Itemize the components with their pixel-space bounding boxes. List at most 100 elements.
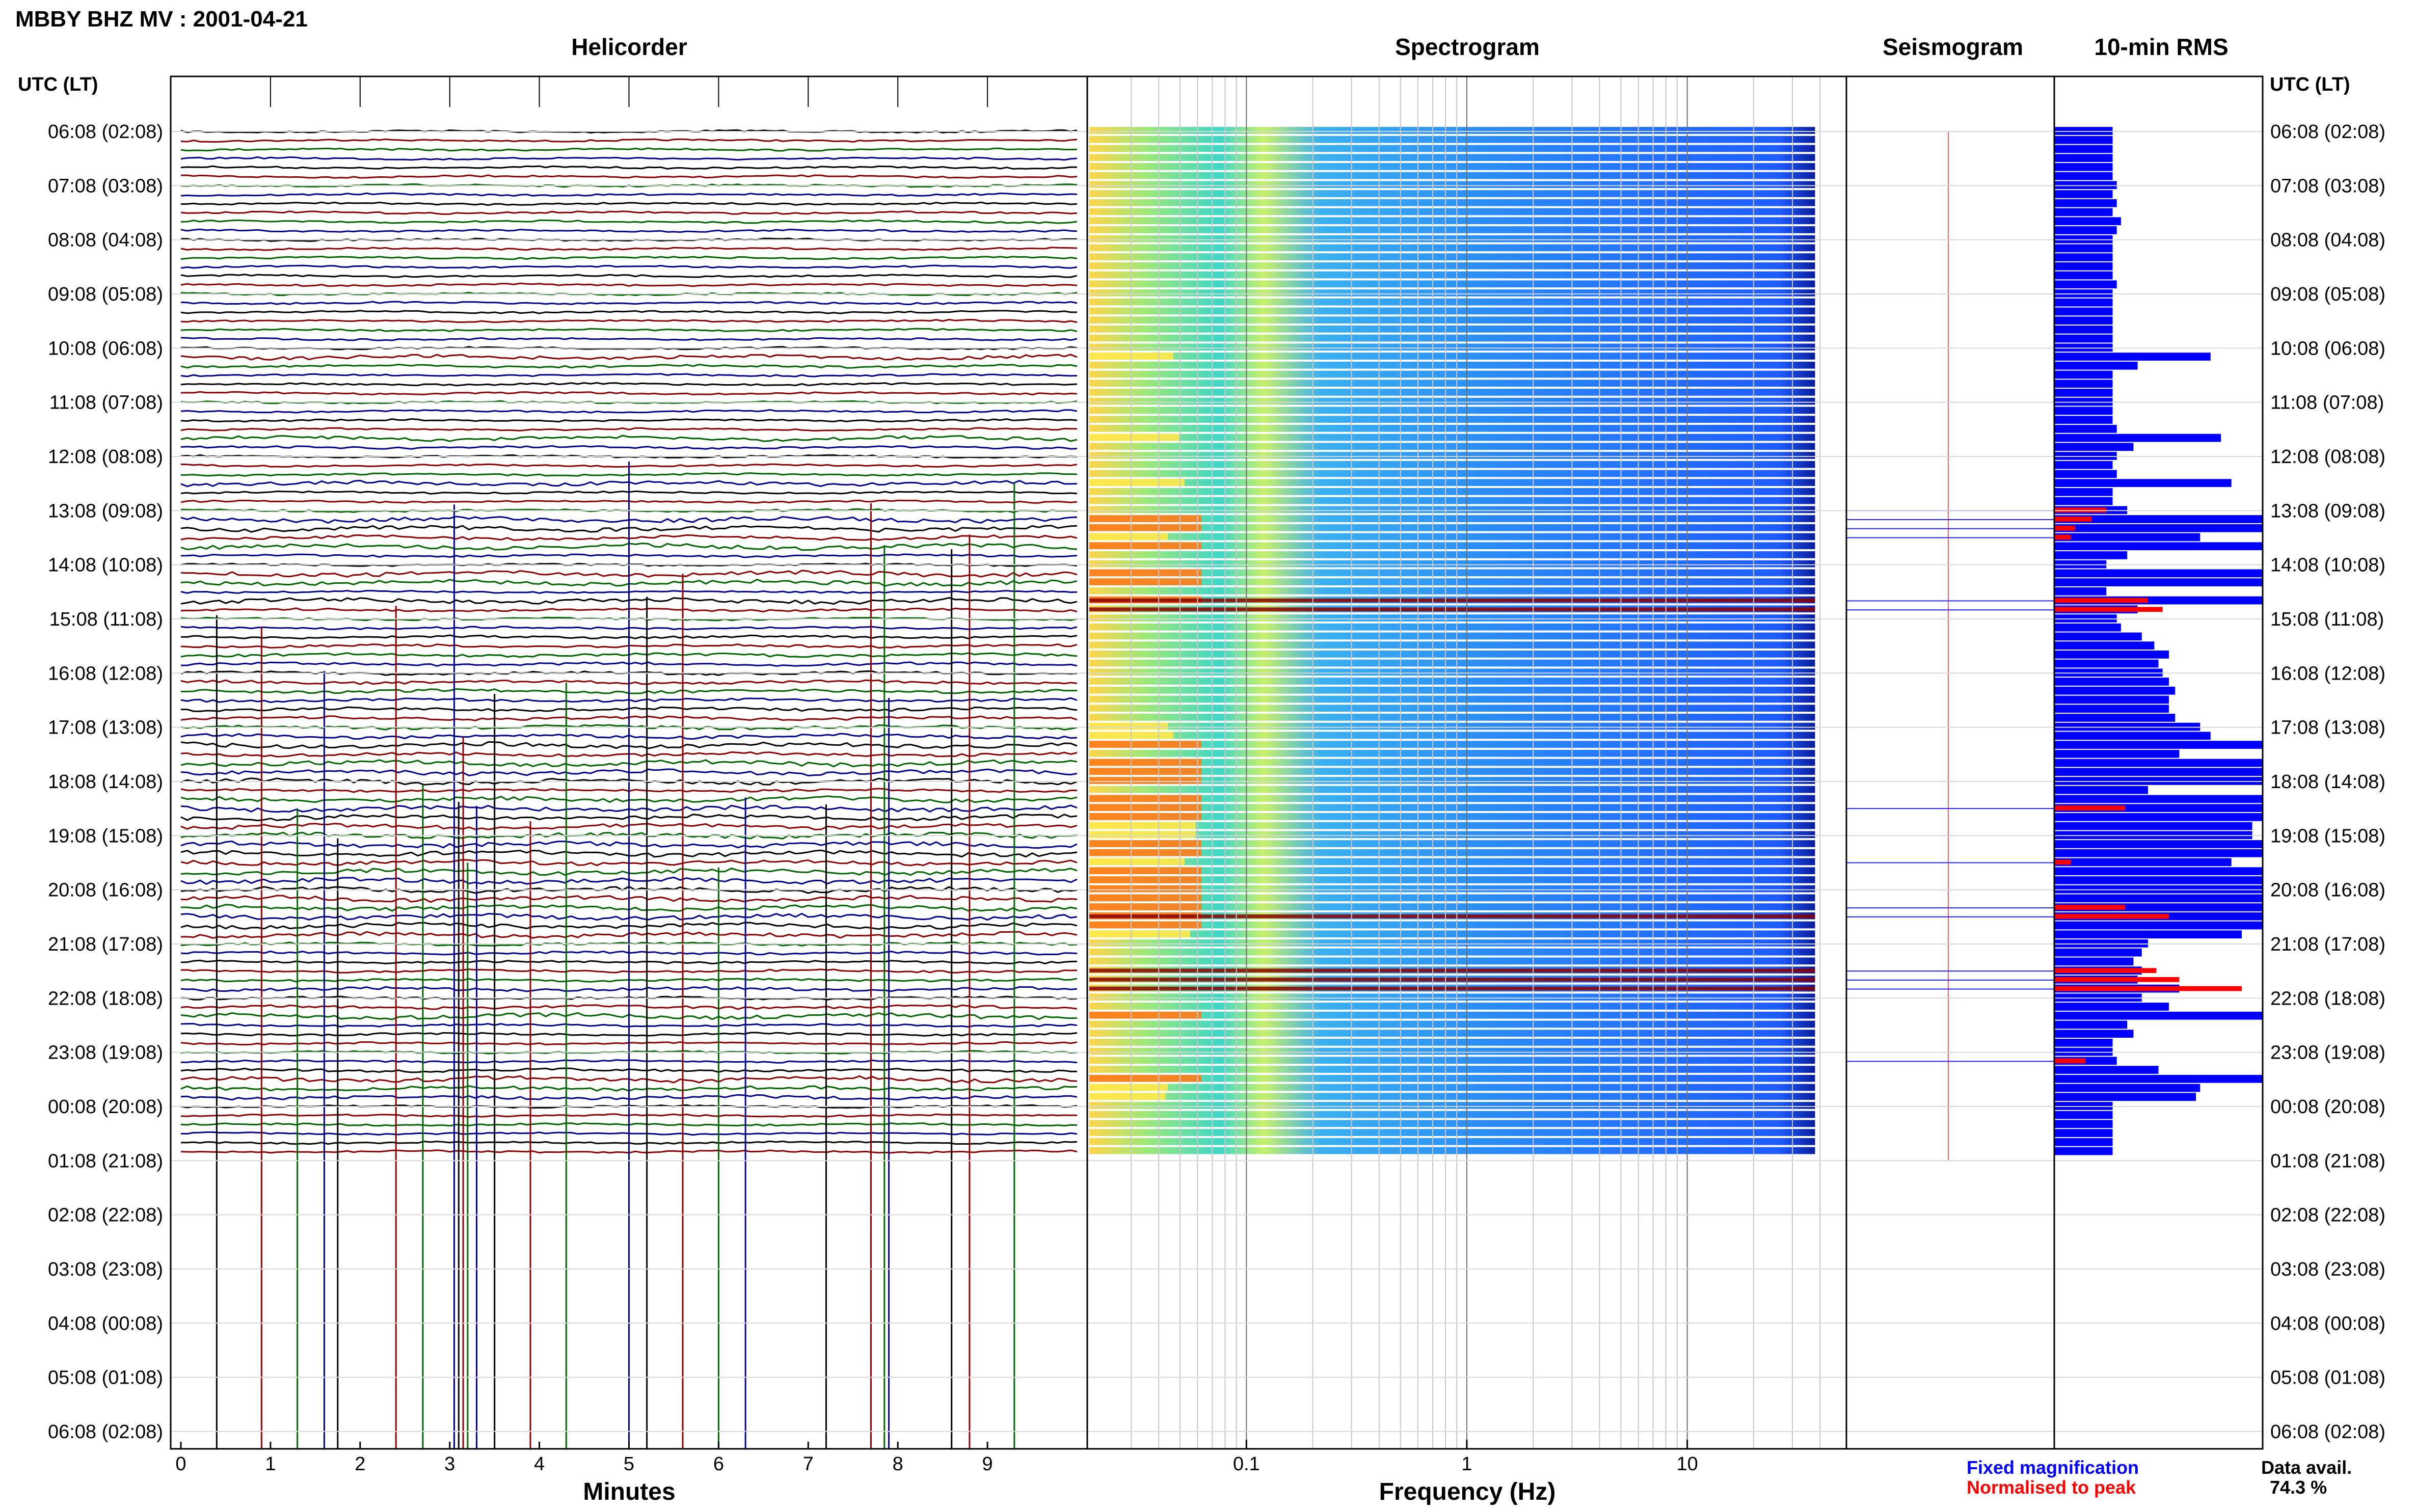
time-tick-left: 15:08 (11:08) (49, 609, 163, 630)
spectrogram-row (1089, 226, 1815, 233)
rms-bar-fixed (2054, 533, 2201, 542)
rms-bar-fixed (2054, 370, 2113, 379)
spectrogram-lowfreq-energy (1089, 777, 1201, 784)
spectrogram-row (1089, 452, 1815, 459)
rms-bar-fixed (2054, 623, 2121, 632)
spectrogram-row (1089, 271, 1815, 279)
spectrogram-row (1089, 1039, 1815, 1046)
rms-bar-fixed (2054, 749, 2180, 758)
spectrogram-lowfreq-energy (1089, 1011, 1201, 1019)
spectrogram-lowfreq-energy (1089, 795, 1201, 802)
spectrogram-row (1089, 434, 1815, 441)
spectrogram-row (1089, 190, 1815, 197)
spectrogram-row (1089, 1020, 1815, 1028)
rms-bar-fixed (2054, 641, 2155, 650)
seismogram-panel (1846, 131, 2054, 1161)
time-tick-right: 02:08 (22:08) (2270, 1205, 2385, 1226)
helicorder-trace (180, 418, 1078, 423)
seismogram-panel-title: Seismogram (1883, 34, 2023, 60)
time-tick-left: 13:08 (09:08) (48, 500, 163, 522)
time-tick-right: 10:08 (06:08) (2270, 338, 2385, 359)
time-tick-left: 12:08 (08:08) (48, 446, 163, 468)
spectrogram-row (1089, 235, 1815, 242)
spectrogram-row (1089, 831, 1815, 839)
spectrogram-lowfreq-energy (1089, 768, 1201, 775)
rms-bar-fixed (2054, 714, 2176, 722)
rms-bar-normalised (2054, 913, 2169, 919)
spectrogram-event-row (1089, 607, 1815, 612)
spectrogram-row (1089, 208, 1815, 215)
spectrogram-lowfreq-energy (1089, 569, 1201, 577)
spectrogram-row (1089, 361, 1815, 369)
spectrogram-row (1089, 668, 1815, 676)
rms-bar-fixed (2054, 1084, 2201, 1092)
rms-bar-fixed (2054, 136, 2113, 144)
spectrogram-row (1089, 163, 1815, 170)
helicorder-trace (180, 165, 1078, 170)
rms-bar-normalised (2054, 1058, 2086, 1064)
rms-bar-fixed (2054, 154, 2113, 163)
spectrogram-row (1089, 1057, 1815, 1064)
minute-tick-label: 1 (265, 1453, 276, 1475)
spectrogram-row (1089, 343, 1815, 351)
spectrogram-row (1089, 262, 1815, 269)
spectrogram-lowfreq-energy (1089, 849, 1201, 856)
spectrogram-row (1089, 795, 1815, 802)
spectrogram-row (1089, 722, 1815, 730)
rms-bar-fixed (2054, 497, 2113, 505)
spectrogram-lowfreq-energy (1089, 479, 1185, 487)
rms-bar-fixed (2054, 894, 2263, 903)
helicorder-trace (180, 192, 1078, 197)
spectrogram-row (1089, 307, 1815, 315)
helicorder-trace (180, 373, 1078, 377)
rms-bar-normalised (2054, 968, 2157, 973)
helicorder-trace (180, 409, 1078, 414)
helicorder-trace (180, 427, 1078, 432)
spectrogram-row (1089, 867, 1815, 875)
time-tick-right: 17:08 (13:08) (2270, 717, 2385, 739)
helicorder-trace (180, 255, 1078, 260)
spectrogram-row (1089, 885, 1815, 893)
helicorder-trace (180, 247, 1078, 251)
rms-bar-fixed (2054, 326, 2113, 334)
spectrogram-row (1089, 569, 1815, 577)
time-tick-right: 00:08 (20:08) (2270, 1096, 2385, 1118)
helicorder-trace (180, 201, 1078, 206)
rms-bar-fixed (2054, 1011, 2263, 1020)
time-tick-left: 10:08 (06:08) (48, 338, 163, 359)
rms-bar-fixed (2054, 695, 2169, 704)
spectrogram-lowfreq-energy (1089, 894, 1201, 902)
rms-bar-fixed (2054, 524, 2263, 532)
helicorder-trace (180, 301, 1078, 306)
time-tick-left: 21:08 (17:08) (48, 934, 163, 955)
spectrogram-row (1089, 443, 1815, 450)
time-tick-right: 03:08 (23:08) (2270, 1259, 2385, 1280)
spectrogram-row (1089, 930, 1815, 938)
rms-bar-fixed (2054, 578, 2263, 586)
spectrogram-row (1089, 957, 1815, 965)
rms-bar-fixed (2054, 361, 2138, 370)
rms-bar-fixed (2054, 145, 2113, 153)
spectrogram-event-row (1089, 968, 1815, 973)
helicorder-trace (180, 354, 1078, 361)
time-tick-left: 16:08 (12:08) (48, 663, 163, 684)
rms-bar-fixed (2054, 1093, 2196, 1101)
spectrogram-row (1089, 533, 1815, 541)
helicorder-trace (180, 228, 1078, 233)
time-tick-left: 01:08 (21:08) (48, 1150, 163, 1172)
spectrogram-row (1089, 551, 1815, 558)
time-tick-right: 04:08 (00:08) (2270, 1313, 2385, 1334)
helicorder-trace (180, 363, 1078, 369)
spectrogram-lowfreq-energy (1089, 813, 1201, 820)
helicorder-trace (180, 274, 1078, 278)
rms-bar-fixed (2054, 678, 2169, 686)
rms-bar-fixed (2054, 217, 2121, 226)
spectrogram-lowfreq-energy (1089, 930, 1190, 938)
spectrogram-row (1089, 289, 1815, 296)
time-tick-left: 19:08 (15:08) (48, 825, 163, 847)
rms-bar-fixed (2054, 759, 2263, 767)
helicorder-trace (180, 391, 1078, 396)
spectrogram-row (1089, 759, 1815, 766)
rms-bar-fixed (2054, 199, 2117, 207)
rms-bar-fixed (2054, 253, 2113, 261)
